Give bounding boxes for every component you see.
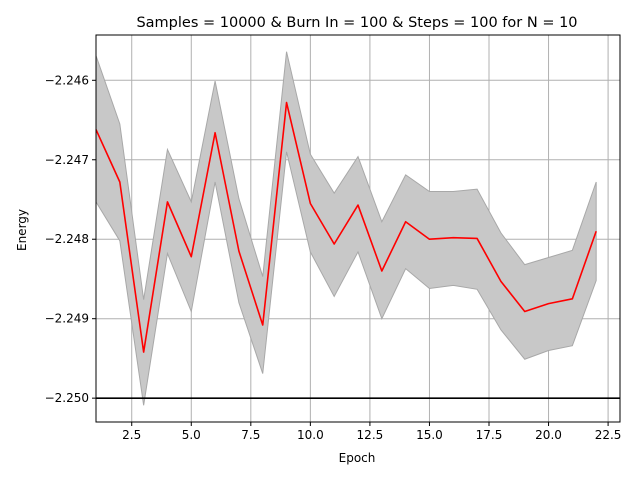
y-tick-label: −2.247 xyxy=(45,153,89,167)
y-tick-label: −2.250 xyxy=(45,391,89,405)
x-tick-label: 17.5 xyxy=(476,428,503,442)
mean-energy-line xyxy=(95,101,597,353)
y-axis-ticks: −2.250 −2.249 −2.248 −2.247 −2.246 xyxy=(45,73,96,405)
confidence-band-layer xyxy=(95,51,597,406)
chart-title: Samples = 10000 & Burn In = 100 & Steps … xyxy=(136,15,577,31)
x-tick-label: 12.5 xyxy=(357,428,384,442)
x-axis-ticks: 2.5 5.0 7.5 10.0 12.5 15.0 17.5 20.0 22.5 xyxy=(122,422,621,442)
x-tick-label: 20.0 xyxy=(535,428,562,442)
confidence-band xyxy=(95,51,597,406)
x-tick-label: 10.0 xyxy=(297,428,324,442)
x-tick-label: 7.5 xyxy=(241,428,260,442)
y-axis-label: Energy xyxy=(15,209,29,251)
x-tick-label: 2.5 xyxy=(122,428,141,442)
plot-frame xyxy=(95,34,621,423)
y-tick-label: −2.249 xyxy=(45,312,89,326)
mean-line-layer xyxy=(95,101,597,353)
y-tick-label: −2.248 xyxy=(45,232,89,246)
y-tick-label: −2.246 xyxy=(45,73,89,87)
x-tick-label: 15.0 xyxy=(416,428,443,442)
x-axis-label: Epoch xyxy=(339,451,376,465)
x-tick-label: 5.0 xyxy=(182,428,201,442)
x-tick-label: 22.5 xyxy=(595,428,622,442)
